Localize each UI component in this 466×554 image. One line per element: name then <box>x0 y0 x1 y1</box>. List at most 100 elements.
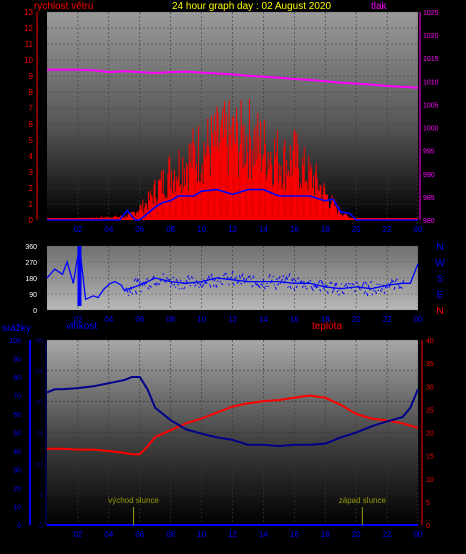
direction-trace-segment <box>233 277 236 280</box>
direction-trace-segment <box>300 280 303 284</box>
direction-trace-segment <box>311 288 314 292</box>
direction-trace-segment <box>195 280 198 282</box>
temperature-line <box>47 394 419 456</box>
pressure-line <box>47 68 419 89</box>
direction-trace-segment <box>316 286 319 288</box>
humidity-y-tick-10: 10 <box>35 461 43 468</box>
direction-trace-segment <box>363 291 366 294</box>
direction-x-tick-02: 02 <box>73 315 82 324</box>
direction-trace-segment <box>224 272 227 275</box>
direction-trace-segment <box>263 286 266 290</box>
direction-trace-segment <box>326 290 329 294</box>
direction-trace-segment <box>274 286 277 290</box>
direction-trace-segment <box>358 287 361 291</box>
direction-trace-segment <box>372 289 375 292</box>
direction-trace-segment <box>367 284 370 289</box>
wind-y-tick-11: 11 <box>25 40 34 49</box>
wind-x-tick-20: 20 <box>352 225 361 234</box>
direction-trace-segment <box>204 280 207 285</box>
direction-trace-segment <box>152 275 155 279</box>
direction-trace-segment <box>146 277 149 281</box>
direction-y-tick-90: 90 <box>29 292 37 299</box>
direction-trace-segment <box>232 282 235 286</box>
direction-trace-segment <box>250 278 252 280</box>
wind-y-tick-2: 2 <box>29 184 34 193</box>
direction-line <box>46 245 419 301</box>
rain-y-tick-20: 20 <box>13 486 21 493</box>
direction-x-tick-10: 10 <box>197 315 206 324</box>
hum-x-tick-10: 10 <box>197 530 206 539</box>
direction-trace-segment <box>148 285 151 288</box>
direction-trace-segment <box>131 292 134 295</box>
direction-trace-segment <box>241 273 244 277</box>
direction-trace-segment <box>321 281 324 286</box>
direction-trace-segment <box>186 275 190 278</box>
axis-labels: 02 04 06 08 10 12 14 16 18 20 22 000123456789101112… <box>9 8 445 539</box>
direction-trace-segment <box>353 289 356 293</box>
direction-trace-segment <box>242 277 245 281</box>
humidity-label: vlhkost <box>66 321 97 332</box>
rain-y-tick-40: 40 <box>13 449 21 456</box>
wind-x-tick-10: 10 <box>197 225 206 234</box>
wind-x-tick-12: 12 <box>228 225 237 234</box>
humidity-y-tick-30: 30 <box>35 338 43 345</box>
wind-x-tick-00: 00 <box>414 225 423 234</box>
wind-y-tick-8: 8 <box>29 88 34 97</box>
rain-y-tick-50: 50 <box>13 431 21 438</box>
direction-trace-segment <box>185 279 188 284</box>
humidity-y-tick-25: 25 <box>35 369 43 376</box>
direction-trace-segment <box>179 279 182 282</box>
rain-y-tick-10: 10 <box>13 505 21 512</box>
wind-y-tick-4: 4 <box>29 152 34 161</box>
direction-trace-segment <box>188 277 191 280</box>
pressure-y-tick-995: 995 <box>423 149 435 156</box>
direction-trace-segment <box>349 283 351 285</box>
wind-x-tick-22: 22 <box>383 225 392 234</box>
direction-trace-segment <box>252 275 255 279</box>
direction-trace-segment <box>170 282 173 285</box>
direction-trace-segment <box>183 286 186 290</box>
direction-trace-segment <box>393 286 396 291</box>
humidity-y-tick-20: 20 <box>35 400 43 407</box>
wind-y-tick-1: 1 <box>29 200 34 209</box>
temperature-y-tick-20: 20 <box>426 431 434 438</box>
direction-trace-segment <box>256 283 259 286</box>
direction-trace-segment <box>265 285 267 288</box>
direction-trace-segment <box>138 281 141 285</box>
pressure-y-tick-1000: 1000 <box>423 126 439 133</box>
direction-trace-segment <box>162 273 165 276</box>
direction-trace-segment <box>236 281 239 284</box>
direction-trace-segment <box>227 283 230 286</box>
direction-trace-segment <box>175 278 178 283</box>
direction-trace-segment <box>400 286 403 289</box>
direction-trace-segment <box>235 276 238 278</box>
direction-trace-segment <box>342 292 345 295</box>
direction-trace-segment <box>172 276 175 279</box>
pressure-y-tick-1015: 1015 <box>423 56 439 63</box>
direction-trace-segment <box>192 277 194 280</box>
direction-x-tick-20: 20 <box>352 315 361 324</box>
direction-trace-segment <box>322 287 326 291</box>
direction-trace-segment <box>293 288 296 291</box>
direction-trace-segment <box>287 286 290 288</box>
pressure-y-tick-990: 990 <box>423 172 435 179</box>
direction-trace-segment <box>254 282 258 286</box>
direction-trace-segment <box>344 284 347 287</box>
pressure-y-tick-1020: 1020 <box>423 33 439 40</box>
hum-x-tick-04: 04 <box>104 530 113 539</box>
wind-y-tick-3: 3 <box>29 168 34 177</box>
wind-average-line <box>47 188 418 221</box>
direction-trace-segment <box>173 283 176 286</box>
direction-trace-segment <box>206 278 209 280</box>
direction-trace-segment <box>317 280 321 284</box>
direction-trace-segment <box>282 275 285 278</box>
direction-trace-segment <box>267 285 270 288</box>
direction-trace-segment <box>189 284 192 287</box>
direction-trace-segment <box>276 278 278 281</box>
hum-x-tick-22: 22 <box>383 530 392 539</box>
direction-trace-segment <box>165 276 168 280</box>
rain-y-tick-80: 80 <box>13 375 21 382</box>
direction-trace-segment <box>136 278 139 283</box>
wind-x-tick-02: 02 <box>73 225 82 234</box>
